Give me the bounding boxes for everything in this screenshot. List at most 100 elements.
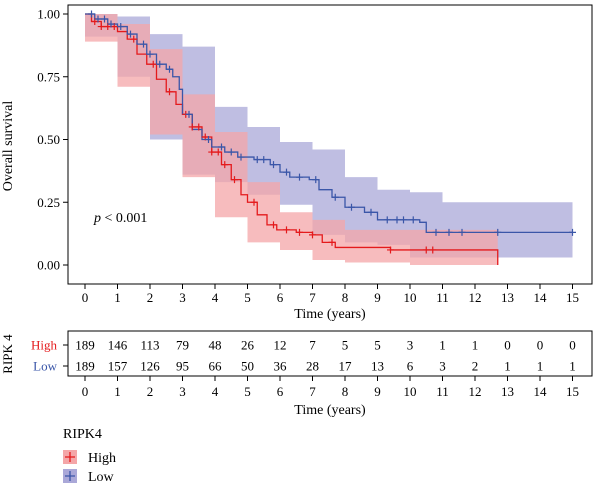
x-tick-label: 0 (82, 384, 89, 399)
censor-marks (88, 10, 576, 254)
censor-mark-high (130, 35, 138, 43)
censor-mark-low (166, 65, 173, 73)
censor-mark-low (260, 156, 268, 164)
risk-count: 157 (108, 359, 128, 374)
risk-count: 0 (537, 338, 544, 353)
censor-mark-low (253, 156, 261, 164)
plot-frame (67, 4, 593, 285)
y-tick-label: 0.25 (37, 195, 60, 210)
risk-count: 95 (176, 359, 189, 374)
censor-mark-low (117, 23, 125, 31)
confidence-band-high (85, 14, 498, 265)
x-tick-label: 7 (309, 384, 316, 399)
x-tick-label: 13 (501, 384, 514, 399)
censor-mark-low (367, 208, 375, 216)
censor-mark-high (270, 221, 277, 229)
x-axis-title: Time (years) (294, 307, 366, 322)
risk-count: 3 (407, 338, 414, 353)
risk-count: 66 (209, 359, 223, 374)
confidence-band-low (85, 14, 573, 258)
x-tick-label: 1 (114, 290, 121, 305)
risk-count: 50 (241, 359, 254, 374)
risk-count: 3 (439, 359, 446, 374)
x-tick-label: 10 (404, 290, 417, 305)
risk-table-frame (67, 330, 593, 377)
confidence-bands (85, 14, 573, 265)
legend-mark-high (65, 452, 75, 462)
censor-mark-high (250, 198, 258, 206)
censor-mark-high (149, 60, 157, 68)
risk-count: 0 (569, 338, 576, 353)
x-tick-label: 4 (212, 290, 219, 305)
censor-mark-low (101, 15, 108, 23)
censor-mark-high (97, 23, 105, 31)
p-value-text: < 0.001 (101, 211, 147, 226)
legend-label-low: Low (88, 470, 115, 485)
censor-mark-low (283, 168, 290, 176)
risk-count: 7 (309, 338, 316, 353)
censor-mark-low (218, 143, 225, 151)
censor-mark-low (569, 228, 576, 236)
y-axis: 0.00 0.25 0.50 0.75 1.00 (37, 7, 68, 273)
censor-mark-low (237, 153, 245, 161)
censor-mark-low (94, 15, 102, 23)
censor-mark-high (208, 148, 216, 156)
risk-count: 48 (209, 338, 222, 353)
censor-mark-high (166, 88, 173, 96)
risk-count: 113 (140, 338, 159, 353)
censor-mark-high (387, 246, 394, 254)
risk-count: 1 (472, 338, 479, 353)
x-tick-label: 11 (436, 384, 449, 399)
censor-mark-low (409, 216, 417, 224)
risk-count: 1 (537, 359, 544, 374)
censor-mark-high (188, 123, 196, 131)
y-axis-title: Overall survival (1, 101, 16, 192)
x-tick-label: 6 (277, 384, 284, 399)
risk-count: 28 (306, 359, 319, 374)
y-tick-label: 0.75 (37, 69, 60, 84)
x-tick-label: 5 (244, 384, 251, 399)
censor-mark-high (429, 246, 437, 254)
censor-mark-low (400, 216, 407, 224)
x-tick-label: 11 (436, 290, 449, 305)
risk-count: 1 (504, 359, 511, 374)
censor-mark-high (195, 123, 203, 131)
x-tick-label: 12 (469, 290, 482, 305)
risk-count: 6 (407, 359, 414, 374)
censor-mark-low (331, 193, 339, 201)
risk-count: 5 (374, 338, 381, 353)
x-axis: 0 1 2 3 4 5 6 7 8 9 10 11 12 13 14 15 (82, 284, 579, 305)
x-tick-label: 6 (277, 290, 284, 305)
risk-count: 36 (274, 359, 288, 374)
censor-mark-low (445, 228, 453, 236)
risk-count: 79 (176, 338, 189, 353)
risk-table: RIPK 4 High 189 146 113 79 48 26 12 7 5 5 3 1 1 0 0 0Low… (0, 330, 593, 418)
x-tick-label: 15 (566, 290, 579, 305)
censor-mark-low (88, 10, 95, 18)
censor-mark-high (422, 246, 430, 254)
p-value-annotation: p < 0.001 (93, 211, 147, 226)
x-tick-label: 2 (147, 290, 154, 305)
censor-mark-high (296, 228, 303, 236)
risk-count: 146 (108, 338, 128, 353)
risk-count: 189 (75, 359, 95, 374)
censor-mark-high (231, 176, 238, 184)
x-tick-label: 8 (342, 290, 349, 305)
x-tick-label: 14 (534, 290, 548, 305)
x-tick-label: 10 (404, 384, 417, 399)
x-tick-label: 5 (244, 290, 251, 305)
censor-mark-low (156, 60, 164, 68)
x-tick-label: 14 (534, 384, 548, 399)
risk-count: 1 (569, 359, 576, 374)
p-symbol: p (93, 211, 101, 226)
x-tick-label: 15 (566, 384, 579, 399)
x-tick-label: 4 (212, 384, 219, 399)
censor-mark-low (140, 40, 147, 48)
x-tick-label: 0 (82, 290, 89, 305)
censor-mark-low (205, 136, 212, 143)
censor-mark-low (393, 216, 401, 224)
x-tick-label: 9 (374, 384, 381, 399)
legend-mark-low (65, 471, 75, 481)
censor-mark-low (185, 110, 193, 118)
